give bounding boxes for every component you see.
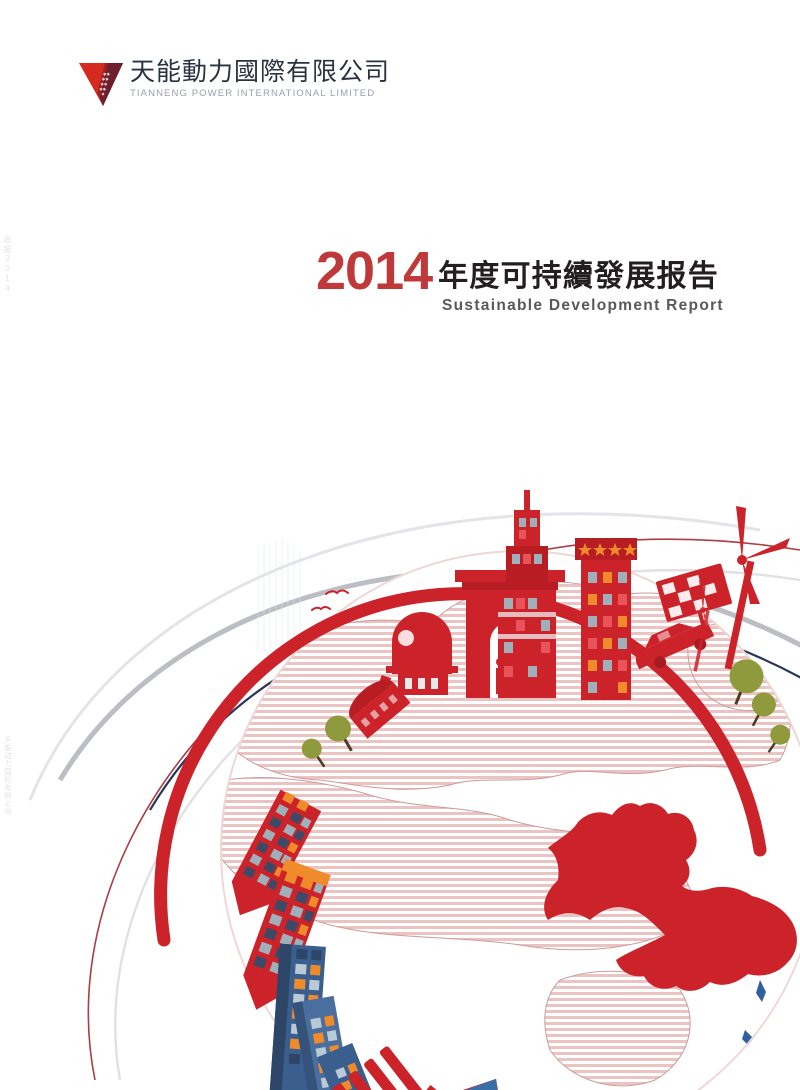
- logo-text-block: 天能動力國際有限公司 TIANNENG POWER INTERNATIONAL …: [130, 58, 390, 99]
- globe-ground-ring: [154, 587, 767, 947]
- report-year: 2014: [316, 241, 433, 301]
- star-banded-tower: [575, 538, 637, 700]
- wind-turbine-large: [724, 506, 790, 670]
- star-band: [578, 543, 637, 556]
- red-radiating-beams: [332, 1046, 477, 1090]
- flying-birds: [311, 589, 351, 619]
- stepped-tower-building: [498, 490, 556, 698]
- report-title-cn: 年度可持續發展报告: [438, 260, 719, 293]
- background-hatch: [257, 540, 301, 658]
- red-radiating-tower-b: [243, 858, 331, 1010]
- edge-mark-lower: 天能动力国际有限公司: [4, 736, 11, 816]
- stadium-structure: [349, 679, 411, 739]
- edge-mark-upper: 年报2014: [3, 236, 12, 294]
- cover-title-block: 2014 年度可持續發展报告 Sustainable Development R…: [316, 241, 724, 315]
- company-logo: 天能動力國際有限公司 TIANNENG POWER INTERNATIONAL …: [78, 58, 390, 108]
- left-olive-trees: [301, 715, 353, 768]
- tianneng-v-mark-icon: [79, 63, 123, 106]
- illustration-svg: [28, 490, 800, 1090]
- title-row: 2014 年度可持續發展报告: [316, 241, 719, 301]
- cover-illustration: [0, 380, 800, 1090]
- olive-trees: [729, 659, 791, 753]
- company-name-cn: 天能動力國際有限公司: [130, 58, 391, 86]
- right-side-scene: [635, 506, 791, 753]
- wind-turbine-small: [693, 580, 730, 672]
- china-map-silhouette: [544, 803, 797, 991]
- red-skyline-buildings: [374, 490, 637, 700]
- company-name-en: TIANNENG POWER INTERNATIONAL LIMITED: [130, 87, 376, 98]
- report-title-en: Sustainable Development Report: [442, 297, 724, 314]
- red-car: [635, 623, 715, 670]
